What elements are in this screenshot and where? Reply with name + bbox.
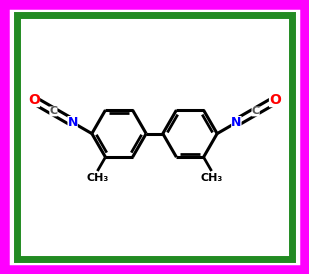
Text: C: C (252, 106, 260, 116)
Text: N: N (67, 116, 78, 129)
Text: N: N (231, 116, 242, 129)
Text: CH₃: CH₃ (86, 173, 108, 182)
Text: O: O (269, 93, 281, 107)
Text: O: O (28, 93, 40, 107)
Text: CH₃: CH₃ (201, 173, 223, 182)
Text: C: C (49, 106, 57, 116)
